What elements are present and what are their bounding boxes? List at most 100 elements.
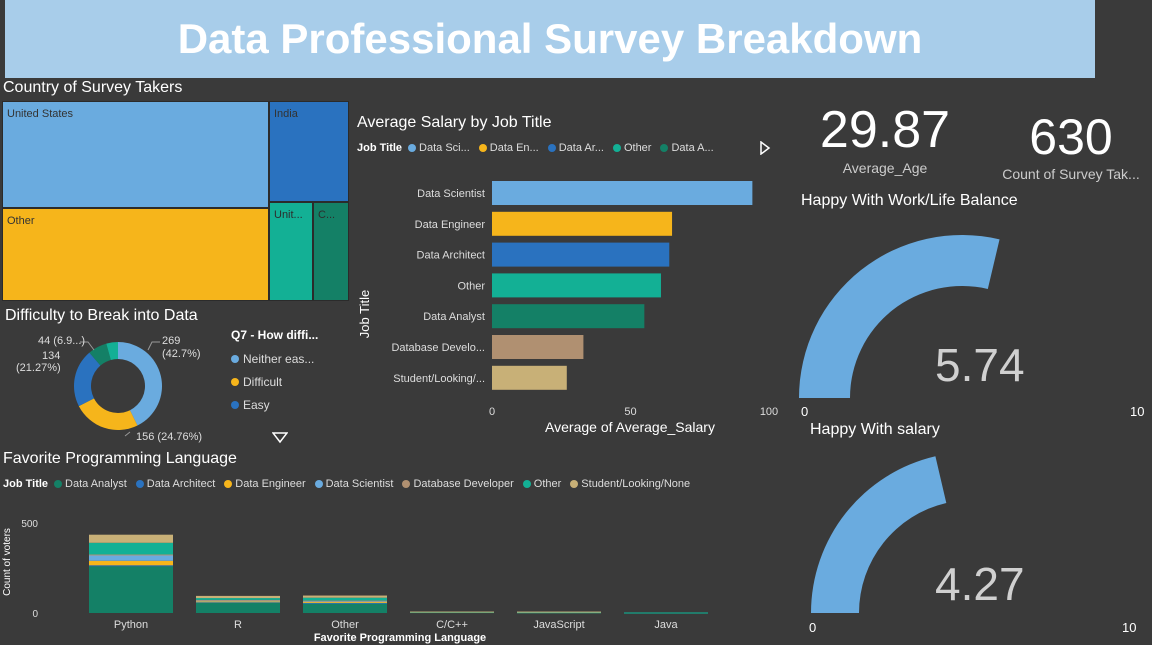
treemap-cell-united-states[interactable]: United States [2,101,269,208]
donut-slice[interactable] [106,342,118,360]
treemap-label-c: C... [318,209,336,221]
treemap-cell-united-kingdom[interactable]: Unit... [269,202,313,301]
gauge-salary-max: 10 [1122,620,1137,635]
salary-legend-item[interactable]: Data En... [478,142,539,154]
donut-slice[interactable] [74,352,101,407]
donut-legend-item[interactable]: Easy [231,393,314,416]
language-bar-segment[interactable] [196,595,280,599]
language-bar-segment[interactable] [303,602,387,604]
donut-leader-line [80,341,95,351]
treemap-label-united-states: United States [7,108,74,120]
language-bar-segment[interactable] [624,612,708,614]
salary-x-tick: 100 [760,406,778,418]
gauge-salary-title: Happy With salary [810,421,940,438]
donut-slice[interactable] [118,342,163,426]
language-bar-segment[interactable] [303,600,387,602]
treemap-cell-c[interactable]: C... [313,202,349,301]
legend-next-icon[interactable] [759,141,771,155]
salary-legend-title: Job Title [357,142,403,154]
language-legend-item[interactable]: Data Scientist [314,478,393,490]
language-legend-item[interactable]: Data Architect [135,478,216,490]
legend-dot-icon [547,144,556,152]
language-legend-item[interactable]: Other [522,478,561,490]
donut-legend-label: Difficult [243,374,283,389]
language-bar-segment[interactable] [89,555,173,561]
salary-category-label: Other [457,280,485,292]
language-bar-segment[interactable] [196,598,280,600]
legend-dot-icon [408,144,417,152]
salary-category-label: Data Scientist [417,188,485,200]
legend-dot-icon [135,480,144,488]
language-legend-item[interactable]: Database Developer [402,478,514,490]
salary-category-label: Data Engineer [415,219,486,231]
language-bar-segment[interactable] [196,601,280,603]
language-legend-item[interactable]: Student/Looking/None [570,478,690,490]
legend-dot-icon [54,480,63,488]
legend-dot-icon [522,480,531,488]
donut-label-neither-pct: (42.7%) [162,348,201,360]
salary-bar[interactable] [492,211,673,236]
salary-bar-chart: Job Title Average of Average_Salary Data… [357,181,778,435]
legend-dot-icon [231,354,239,363]
language-x-axis-label: Favorite Programming Language [314,632,486,644]
salary-legend-item[interactable]: Data Ar... [547,142,604,154]
language-bar-segment[interactable] [303,597,387,601]
salary-legend-item[interactable]: Other [612,142,651,154]
language-legend: Job Title Data Analyst Data Architect Da… [3,478,695,490]
language-legend-label: Data Architect [146,478,216,490]
gauge-balance-fill [799,235,1000,398]
salary-bar[interactable] [492,335,584,359]
gauge-balance-max: 10 [1130,404,1145,419]
language-bar-segment[interactable] [303,602,387,604]
gauge-balance-value: 5.74 [935,339,1025,391]
language-category-label: R [234,619,242,631]
work-life-balance-gauge [799,235,1000,398]
language-legend-item[interactable]: Data Analyst [54,478,127,490]
language-y-axis-label: Count of voters [2,528,13,596]
salary-y-axis-label: Job Title [357,290,372,338]
donut-label-neither-count: 269 [162,335,180,347]
language-bar-segment[interactable] [303,603,387,613]
language-bar-segment[interactable] [196,601,280,603]
treemap-cell-other[interactable]: Other [2,208,269,301]
language-bar-segment[interactable] [89,534,173,543]
language-bar-segment[interactable] [303,595,387,598]
salary-category-label: Student/Looking/... [393,373,485,385]
donut-slice[interactable] [89,343,111,366]
language-bar-segment[interactable] [89,566,173,613]
salary-legend-item[interactable]: Data Sci... [408,142,470,154]
salary-legend-label: Data Sci... [419,142,470,154]
salary-bar[interactable] [492,365,567,390]
language-y-tick: 0 [32,609,38,620]
salary-category-label: Database Develo... [391,342,485,354]
donut-legend-item[interactable]: Difficult [231,370,314,393]
donut-legend-title: Q7 - How diffi... [231,328,319,342]
gauge-salary-fill [811,456,947,613]
language-bar-segment[interactable] [196,599,280,601]
language-bar-segment[interactable] [89,560,173,566]
salary-bar[interactable] [492,181,753,205]
salary-bar[interactable] [492,242,670,267]
donut-slice[interactable] [78,398,138,430]
language-bar-segment[interactable] [89,542,173,555]
language-bar-segment[interactable] [89,554,173,556]
language-legend-label: Database Developer [413,478,514,490]
difficulty-donut-chart: 44 (6.9...) 134 (21.27%) 269 (42.7%) 156… [16,335,202,443]
language-bar-segment[interactable] [517,611,601,613]
language-bar-segment[interactable] [410,611,494,613]
language-legend-item[interactable]: Data Engineer [224,478,306,490]
language-bar-segment[interactable] [303,601,387,603]
salary-x-axis-label: Average of Average_Salary [545,419,715,435]
language-bar-segment[interactable] [196,602,280,613]
language-bar-segment[interactable] [196,600,280,602]
legend-dot-icon [314,480,323,488]
salary-bar[interactable] [492,273,661,298]
legend-scroll-down-icon[interactable] [272,432,288,444]
donut-legend-item[interactable]: Neither eas... [231,347,314,370]
legend-dot-icon [660,144,669,152]
salary-legend-item[interactable]: Data A... [660,142,714,154]
salary-bar[interactable] [492,304,645,329]
salary-x-tick: 50 [624,406,636,418]
treemap-cell-india[interactable]: India [269,101,349,202]
language-bar-segment[interactable] [89,565,173,567]
